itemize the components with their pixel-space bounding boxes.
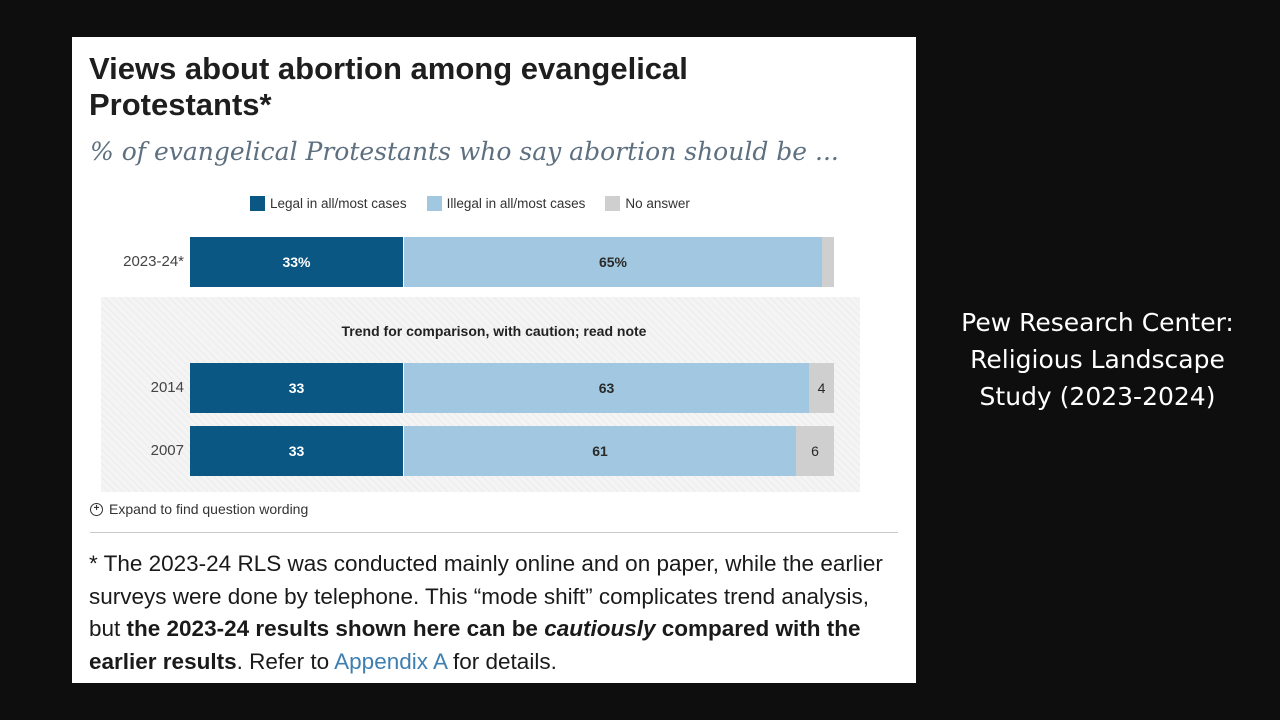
trend-caution-label: Trend for comparison, with caution; read… xyxy=(341,323,647,339)
bar-value-label: 33% xyxy=(282,254,311,270)
chart-subtitle: % of evangelical Protestants who say abo… xyxy=(90,137,839,166)
bar-segment-no-answer xyxy=(822,237,834,287)
row-label-2007: 2007 xyxy=(150,442,184,459)
bar-segment-illegal: 63 xyxy=(403,363,809,413)
bar-value-label: 63 xyxy=(598,380,615,396)
footnote-bold-text-2: compared with the earlier results xyxy=(89,616,861,674)
bar-segment-no-answer: 4 xyxy=(809,363,834,413)
legend-label-illegal: Illegal in all/most cases xyxy=(446,195,586,211)
legend-swatch-legal xyxy=(250,195,265,211)
bar-segment-illegal: 61 xyxy=(403,426,796,476)
footnote-bold-text-1: the 2023-24 results shown here can be xyxy=(126,616,545,641)
bar-value-label: 6 xyxy=(811,443,819,459)
footnote-text-2: . Refer to xyxy=(236,648,335,674)
bar-value-label: 33 xyxy=(288,380,305,396)
legend-item-illegal: Illegal in all/most cases xyxy=(426,195,586,211)
bar-segment-illegal: 65% xyxy=(403,237,822,287)
row-label-202324: 2023-24* xyxy=(123,253,184,270)
bar-row: 33 61 6 xyxy=(190,426,834,476)
bar-row: 33% 65% xyxy=(190,237,834,287)
row-label-2014: 2014 xyxy=(150,379,184,396)
legend-label-no-answer: No answer xyxy=(625,195,690,211)
legend-label-legal: Legal in all/most cases xyxy=(270,195,407,211)
side-caption-line-1: Pew Research Center: xyxy=(961,308,1234,337)
appendix-a-link[interactable]: Appendix A xyxy=(334,648,447,674)
bar-value-label: 65% xyxy=(598,254,628,270)
chart-card: Views about abortion among evangelical P… xyxy=(72,37,916,683)
chart-title: Views about abortion among evangelical P… xyxy=(89,51,688,122)
footnote: * The 2023-24 RLS was conducted mainly o… xyxy=(89,548,904,678)
side-caption: Pew Research Center: Religious Landscape… xyxy=(940,304,1255,415)
footnote-text-3: for details. xyxy=(446,648,557,674)
side-caption-line-3: Study (2023-2024) xyxy=(979,382,1216,411)
bar-segment-no-answer: 6 xyxy=(796,426,834,476)
footnote-bold-italic: cautiously xyxy=(544,616,656,641)
expand-label: Expand to find question wording xyxy=(109,501,309,517)
legend-swatch-no-answer xyxy=(605,195,621,211)
legend-item-legal: Legal in all/most cases xyxy=(250,195,407,211)
bar-value-label: 61 xyxy=(592,443,608,459)
bar-row: 33 63 4 xyxy=(190,363,834,413)
bar-segment-legal: 33 xyxy=(190,363,403,413)
expand-question-wording[interactable]: + Expand to find question wording xyxy=(90,501,308,517)
legend-item-no-answer: No answer xyxy=(605,195,690,211)
footnote-bold-1: the 2023-24 results shown here can be ca… xyxy=(89,616,861,674)
footnote-text-1: * The 2023-24 RLS was conducted mainly o… xyxy=(89,551,883,641)
divider xyxy=(90,532,898,533)
legend-swatch-illegal xyxy=(426,195,442,211)
bar-segment-legal: 33 xyxy=(190,426,403,476)
bar-segment-legal: 33% xyxy=(190,237,403,287)
legend: Legal in all/most cases Illegal in all/m… xyxy=(250,194,690,212)
plus-circle-icon: + xyxy=(90,502,103,516)
bar-value-label: 4 xyxy=(817,380,826,396)
side-caption-line-2: Religious Landscape xyxy=(970,345,1225,374)
bar-value-label: 33 xyxy=(288,443,305,459)
